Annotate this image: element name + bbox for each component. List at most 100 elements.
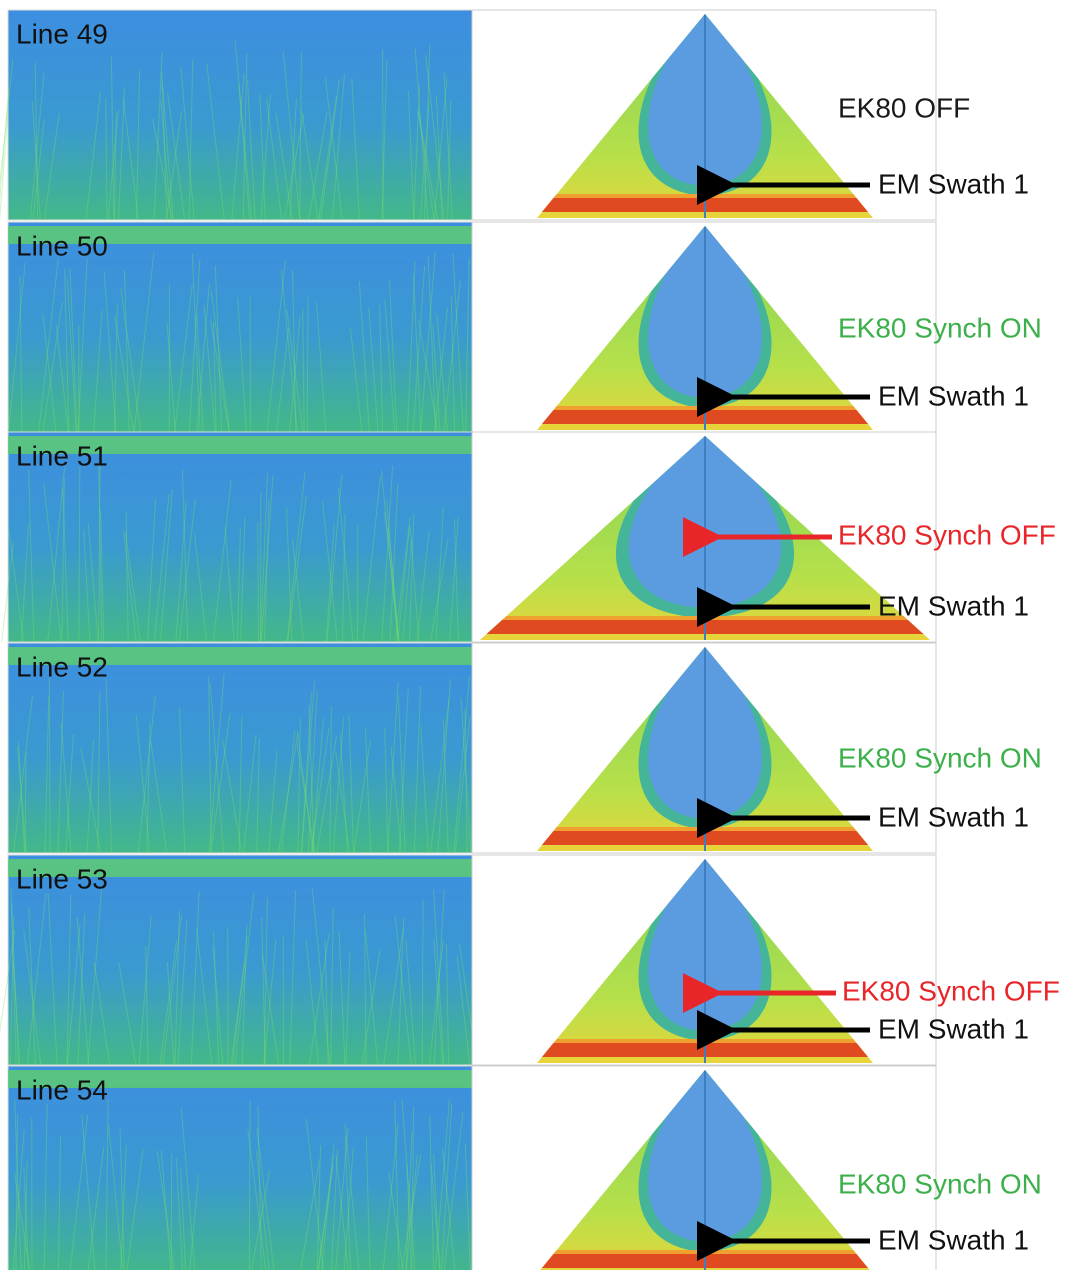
echo-streak xyxy=(430,1164,441,1270)
echo-streak xyxy=(412,265,426,433)
echo-streak xyxy=(456,955,471,1066)
echo-streak xyxy=(159,489,173,643)
echo-streak xyxy=(259,473,269,643)
echo-streak xyxy=(388,279,398,433)
echo-streak xyxy=(14,1099,22,1270)
echo-streak xyxy=(311,887,331,1066)
echo-streak xyxy=(266,259,286,433)
echo-streak xyxy=(180,66,195,221)
echo-streak xyxy=(241,924,248,1066)
echo-streak xyxy=(331,73,345,221)
echo-streak xyxy=(409,525,420,643)
echo-streak xyxy=(343,1147,354,1270)
waterfall-image xyxy=(7,642,473,854)
echo-streak xyxy=(296,744,316,854)
echo-streak xyxy=(442,1148,456,1270)
echo-streak xyxy=(260,474,274,643)
echo-streak xyxy=(384,299,396,433)
echo-streak xyxy=(208,673,225,854)
echo-streak xyxy=(335,751,351,854)
echo-streak xyxy=(166,322,176,433)
echo-streak xyxy=(429,538,449,643)
echo-streak xyxy=(55,325,69,433)
echo-streak xyxy=(433,78,448,221)
echo-streak xyxy=(316,736,337,854)
echo-streak xyxy=(397,917,405,1066)
echo-streak xyxy=(361,950,381,1066)
echo-streak xyxy=(66,278,77,433)
echo-streak xyxy=(453,518,460,643)
echo-streak xyxy=(24,751,27,854)
echo-streak xyxy=(105,1099,109,1270)
echo-streak xyxy=(464,708,468,854)
echo-streak xyxy=(98,463,103,643)
echo-streak xyxy=(425,54,445,221)
echo-streak xyxy=(160,1150,172,1270)
echo-streak xyxy=(330,907,334,1066)
echo-streak xyxy=(62,488,69,643)
echo-streak xyxy=(382,1124,399,1270)
echo-streak xyxy=(160,71,174,221)
echo-streak xyxy=(364,727,372,854)
echo-streak xyxy=(240,518,246,643)
echo-streak xyxy=(465,258,470,433)
echo-streak xyxy=(118,961,137,1066)
echo-streak xyxy=(212,480,232,643)
echo-streak xyxy=(7,262,26,433)
echo-streak xyxy=(402,538,413,643)
waterfall-image xyxy=(7,9,473,221)
echo-streak xyxy=(266,98,283,221)
echo-streak xyxy=(338,930,346,1066)
echo-streak xyxy=(321,1143,335,1270)
panel-row: Line 51 EM Swath 1 EK80 Synch OFF xyxy=(1,431,1056,643)
echo-streak xyxy=(238,716,243,854)
echo-streak xyxy=(358,280,370,433)
echo-streak xyxy=(167,93,186,221)
echo-streak xyxy=(454,716,471,854)
echo-streak xyxy=(0,113,9,221)
echo-streak xyxy=(28,469,35,643)
echo-streak xyxy=(12,961,21,1066)
echo-streak xyxy=(234,893,255,1066)
echo-streak xyxy=(289,316,301,433)
echo-streak xyxy=(87,1146,105,1270)
echo-streak xyxy=(283,113,305,221)
echo-streak xyxy=(286,471,306,643)
echo-streak xyxy=(428,940,444,1066)
echo-streak xyxy=(180,1107,196,1270)
echo-streak xyxy=(413,685,422,854)
echo-streak xyxy=(429,1115,435,1270)
echo-streak xyxy=(286,507,293,643)
echo-streak xyxy=(138,916,152,1066)
echo-streak xyxy=(435,95,443,221)
echo-streak xyxy=(87,887,103,1066)
echo-streak xyxy=(434,307,449,433)
echo-streak xyxy=(242,53,248,221)
echo-streak xyxy=(417,111,435,221)
echo-streak xyxy=(256,738,260,854)
echo-streak xyxy=(9,916,15,1066)
echo-streak xyxy=(383,927,404,1066)
echo-streak xyxy=(351,79,360,221)
panel-row: Line 52 EM Swath 1 EK80 Synch ON xyxy=(7,642,1042,854)
echo-streak xyxy=(31,101,41,221)
echo-streak xyxy=(17,741,26,854)
echo-streak xyxy=(332,716,345,854)
ek80-status: EK80 Synch OFF xyxy=(838,519,1056,550)
echo-streak xyxy=(380,470,399,643)
echo-streak xyxy=(107,110,119,221)
echo-streak xyxy=(308,705,315,854)
echo-streak xyxy=(443,280,461,433)
echo-streak xyxy=(10,888,20,1066)
swath-label: EM Swath 1 xyxy=(878,1013,1029,1044)
echo-streak xyxy=(47,893,58,1066)
echo-streak xyxy=(178,498,196,643)
echo-streak xyxy=(126,1148,144,1270)
echo-streak xyxy=(83,529,91,643)
echo-streak xyxy=(122,98,139,221)
swath-label: EM Swath 1 xyxy=(878,168,1029,199)
echo-streak xyxy=(433,938,444,1066)
echo-streak xyxy=(136,69,141,221)
echo-streak xyxy=(397,694,406,854)
